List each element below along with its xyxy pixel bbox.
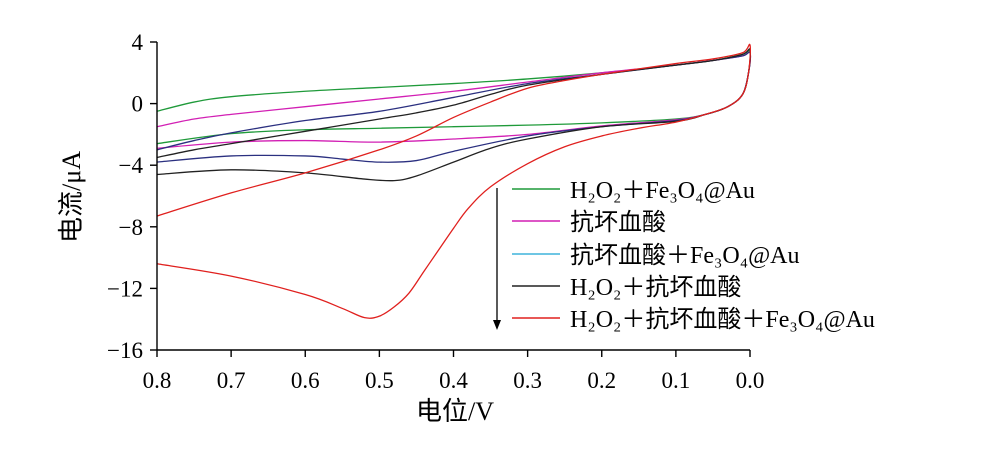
x-tick-label: 0.3: [513, 368, 542, 393]
trend-arrow: [493, 188, 501, 330]
legend: H₂O₂＋Fe₃O₄@Au 抗坏血酸 抗坏血酸＋Fe₃O₄@Au H₂O₂＋抗坏…: [512, 178, 875, 333]
y-axis-label: 电流/μA: [57, 151, 86, 243]
x-tick-label: 0.2: [587, 368, 616, 393]
x-tick-label: 0.5: [365, 368, 394, 393]
legend-label-4: H₂O₂＋抗坏血酸＋Fe₃O₄@Au: [570, 306, 875, 333]
trend-arrow-head: [493, 320, 501, 330]
y-tick-label: 0: [132, 92, 144, 117]
legend-label-0: H₂O₂＋Fe₃O₄@Au: [570, 178, 755, 204]
x-tick-label: 0.6: [291, 368, 320, 393]
y-tick-label: −8: [119, 215, 143, 240]
series-line-3: [156, 48, 752, 182]
series-line-4: [156, 43, 752, 319]
series-line-2: [156, 51, 752, 163]
x-tick-label: 0.8: [143, 368, 172, 393]
x-tick-label: 0.7: [217, 368, 246, 393]
legend-label-1: 抗坏血酸: [570, 209, 666, 236]
x-tick-label: 0.4: [439, 368, 468, 393]
y-tick-label: 4: [132, 30, 144, 55]
legend-label-2: 抗坏血酸＋Fe₃O₄@Au: [570, 242, 800, 269]
y-tick-label: −12: [107, 276, 143, 301]
y-tick-label: −16: [107, 338, 143, 363]
series-layer: [156, 43, 752, 319]
x-tick-label: 0.1: [662, 368, 691, 393]
y-tick-label: −4: [119, 153, 144, 178]
x-tick-label: 0.0: [736, 368, 765, 393]
x-axis-label: 电位/V: [416, 397, 494, 426]
legend-label-3: H₂O₂＋抗坏血酸: [570, 274, 741, 301]
tick-layer: 4 0 −4 −8 −12 −160.8 0.7 0.6 0.5 0.4 0.3 0.2 0.1 0.0: [107, 30, 764, 393]
